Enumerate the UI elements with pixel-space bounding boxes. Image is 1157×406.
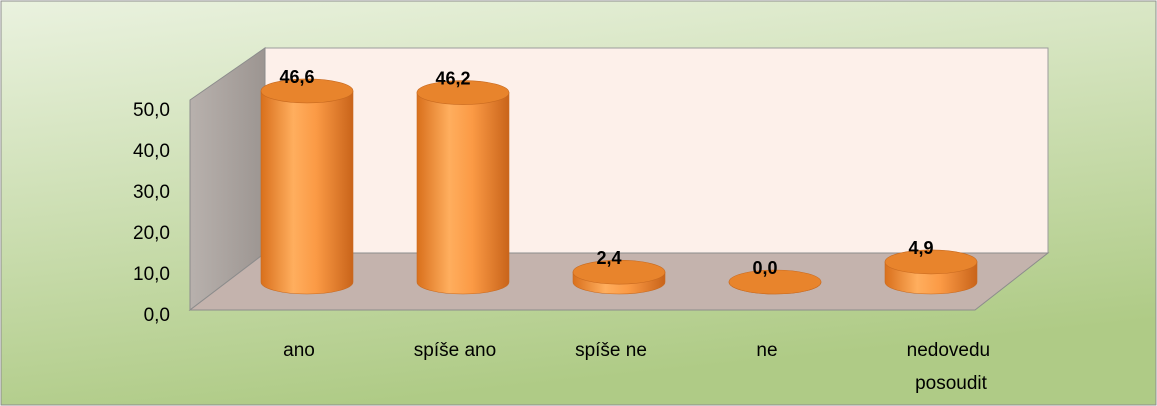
bar <box>260 90 354 295</box>
y-tick-label: 40,0 <box>133 141 170 162</box>
bar-top <box>728 269 822 295</box>
bar-top <box>416 80 510 105</box>
value-label: 46,6 <box>279 67 314 87</box>
x-tick-label: ne <box>756 340 777 361</box>
value-label: 0,0 <box>752 258 777 278</box>
bar-top <box>260 78 354 104</box>
y-tick-label: 20,0 <box>133 223 170 244</box>
back-wall <box>264 47 1049 254</box>
y-tick-label: 30,0 <box>133 182 170 203</box>
value-label: 46,2 <box>435 69 470 89</box>
y-tick-label: 50,0 <box>133 100 170 121</box>
x-tick-label: nedovedu posoudit <box>907 340 996 394</box>
bar <box>416 92 510 295</box>
bar-top <box>884 249 978 275</box>
value-label: 4,9 <box>908 238 933 258</box>
x-tick-label: spíše ne <box>575 340 647 361</box>
bar-top <box>572 259 666 285</box>
x-tick-label: spíše ano <box>414 340 496 361</box>
value-label: 2,4 <box>596 248 621 268</box>
y-tick-label: 0,0 <box>144 305 170 326</box>
x-tick-label: ano <box>283 340 315 361</box>
y-tick-label: 10,0 <box>133 264 170 285</box>
